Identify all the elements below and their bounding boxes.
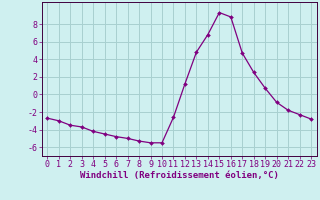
X-axis label: Windchill (Refroidissement éolien,°C): Windchill (Refroidissement éolien,°C) — [80, 171, 279, 180]
